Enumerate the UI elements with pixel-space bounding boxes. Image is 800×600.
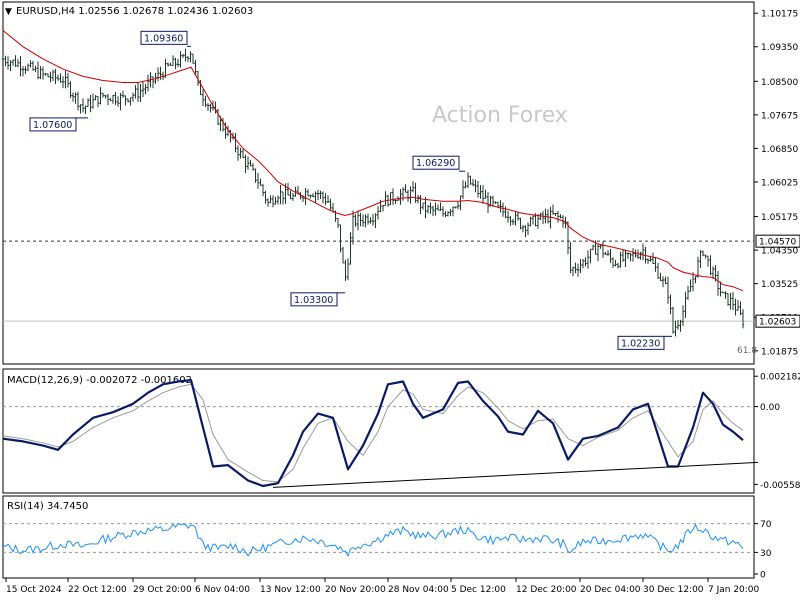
annotation-label: 1.06290 (416, 158, 455, 169)
price-tick-label: 1.08500 (761, 78, 798, 88)
price-tick-label: 1.01875 (761, 347, 798, 357)
close-value: 1.02603 (212, 6, 253, 17)
time-tick-label: 20 Nov 20:00 (325, 585, 386, 595)
annotation-label: 1.02230 (621, 338, 660, 349)
price-tick-label: 1.06850 (761, 145, 798, 155)
moving-average-line (2, 30, 744, 292)
time-tick-label: 20 Dec 04:00 (580, 585, 641, 595)
current-price-label: 1.02603 (759, 318, 796, 328)
macd-main-line (2, 379, 744, 488)
watermark: Action Forex (432, 103, 568, 128)
price-tick-label: 1.04350 (761, 247, 798, 257)
price-annotations: 1.09360 1.07600 1.06290 1.03300 1.02230 61.8 (29, 30, 757, 356)
macd-plot (2, 379, 759, 488)
price-header: EURUSD,H4 1.02556 1.02678 1.02436 1.0260… (16, 6, 253, 17)
time-tick-label: 6 Nov 04:00 (195, 585, 250, 595)
price-tick-label: 1.03525 (761, 280, 798, 290)
symbol-label: EURUSD,H4 (16, 6, 75, 17)
annotation-box (412, 155, 460, 170)
time-tick-label: 15 Oct 2024 (6, 585, 62, 595)
rsi-axis: 70 30 0 (754, 520, 772, 581)
time-tick-label: 30 Dec 12:00 (643, 585, 704, 595)
level-value-box (755, 234, 800, 248)
price-tick-label: 1.07675 (761, 111, 798, 121)
macd-tick-label: -0.005584 (760, 481, 800, 491)
collapse-triangle-icon[interactable]: ▼ (5, 7, 12, 17)
price-axis: 1.10175 1.09350 1.08500 1.07675 1.06850 1.060… (754, 10, 798, 357)
annotation-label: 1.03300 (294, 295, 333, 306)
price-plot: 1.04570 1.02603 (1, 30, 800, 337)
time-tick-label: 5 Dec 12:00 (451, 585, 506, 595)
macd-tick-label: 0.00 (760, 403, 780, 413)
price-tick-label: 1.05175 (761, 213, 798, 223)
macd-signal-line (2, 383, 744, 483)
annotation-box (29, 117, 77, 132)
rsi-line (2, 523, 744, 558)
time-tick-label: 29 Oct 20:00 (133, 585, 192, 595)
rsi-tick-label: 0 (760, 571, 766, 581)
rsi-tick-label: 30 (760, 549, 772, 559)
annotation-box (140, 30, 188, 45)
rsi-panel (2, 495, 755, 579)
fibonacci-label: 61.8 (737, 346, 757, 356)
low-value: 1.02436 (167, 6, 208, 17)
rsi-plot (2, 523, 754, 558)
time-tick-label: 7 Jan 20:00 (708, 585, 760, 595)
annotation-box (290, 292, 338, 307)
macd-label: MACD(12,26,9) -0.002072 -0.001602 (7, 375, 192, 386)
macd-trendline (272, 461, 759, 488)
time-tick-label: 22 Oct 12:00 (68, 585, 127, 595)
time-tick-label: 13 Nov 12:00 (260, 585, 321, 595)
rsi-label: RSI(14) 34.7450 (7, 501, 88, 512)
price-tick-label: 1.09350 (761, 43, 798, 53)
price-tick-label: 1.10175 (761, 10, 798, 20)
high-value: 1.02678 (123, 6, 164, 17)
price-tick-label: 1.06025 (761, 178, 798, 188)
time-tick-label: 12 Dec 20:00 (516, 585, 577, 595)
annotation-label: 1.07600 (33, 120, 72, 131)
annotation-box (617, 335, 665, 350)
current-price-box (755, 314, 800, 328)
macd-tick-label: 0.002182 (760, 373, 800, 383)
time-axis: 15 Oct 2024 22 Oct 12:00 29 Oct 20:00 6 Nov… (5, 578, 760, 595)
time-tick-label: 28 Nov 04:00 (388, 585, 449, 595)
rsi-tick-label: 70 (760, 520, 772, 530)
macd-axis: 0.002182 0.00 -0.005584 (754, 373, 800, 491)
level-value-label: 1.04570 (759, 238, 796, 248)
price-panel (2, 1, 755, 365)
open-value: 1.02556 (78, 6, 119, 17)
annotation-label: 1.09360 (144, 33, 183, 44)
